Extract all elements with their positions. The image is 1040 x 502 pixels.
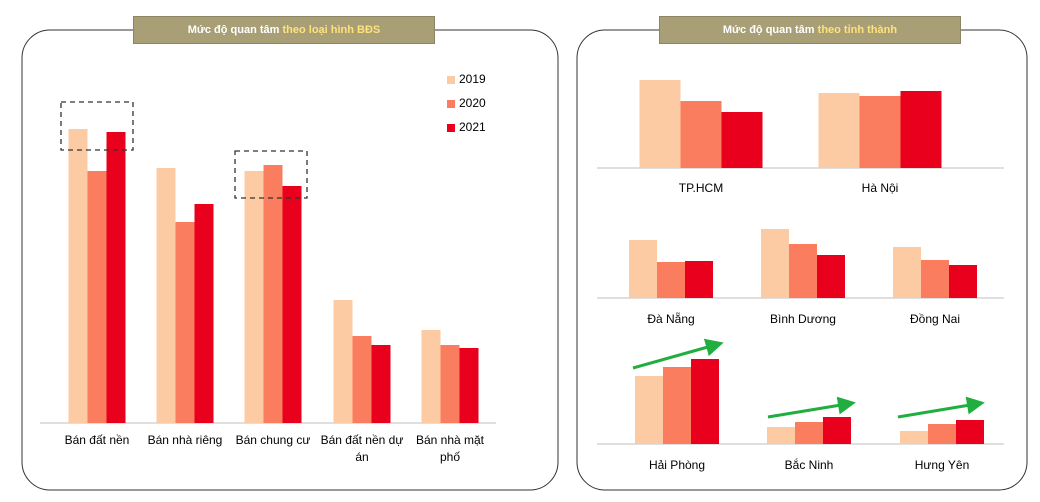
bar	[817, 255, 845, 298]
bar	[635, 376, 663, 444]
legend-label: 2021	[459, 120, 486, 134]
x-tick-label: Bắc Ninh	[784, 458, 834, 472]
bar	[795, 422, 823, 444]
highlight-box	[60, 101, 134, 151]
x-tick-label: Bình Dương	[770, 312, 836, 326]
x-tick-label: Đà Nẵng	[647, 312, 695, 326]
bar	[949, 265, 977, 298]
x-tick-label: Bán nhà riêng	[147, 433, 223, 447]
x-tick-label: Bán chung cư	[235, 433, 311, 447]
x-tick-label: Bán nhà mặt phố	[415, 433, 485, 464]
bar	[333, 300, 353, 423]
title: Mức độ quan tâm	[187, 24, 280, 36]
bar	[629, 240, 657, 298]
bar	[928, 424, 956, 444]
bar	[87, 171, 107, 423]
bar	[244, 171, 264, 423]
title: Mức độ quan tâm	[722, 24, 815, 36]
bar	[691, 359, 719, 444]
legend-swatch	[447, 124, 455, 132]
bar	[263, 165, 283, 423]
title-tab: Mức độ quan tâm theo loại hình BĐS	[133, 16, 435, 44]
bar	[680, 101, 722, 168]
bar	[685, 261, 713, 298]
bar	[818, 93, 860, 168]
bar	[789, 244, 817, 298]
bar	[639, 80, 681, 168]
trend-arrow	[897, 396, 985, 419]
bar	[663, 367, 691, 444]
trend-arrow	[632, 338, 724, 370]
x-tick-label: Hà Nội	[861, 181, 899, 195]
highlight-box	[234, 150, 308, 199]
legend-label: 2020	[459, 96, 486, 110]
bar	[900, 91, 942, 168]
x-tick-label: Hải Phòng	[648, 458, 706, 472]
bar	[893, 247, 921, 298]
legend-swatch	[447, 100, 455, 108]
bar	[68, 129, 88, 423]
bar	[282, 186, 302, 423]
legend-swatch	[447, 76, 455, 84]
title-tab: Mức độ quan tâm theo tỉnh thành	[659, 16, 961, 44]
bar	[459, 348, 479, 423]
bar	[106, 132, 126, 423]
legend-label: 2019	[459, 72, 486, 86]
bar	[371, 345, 391, 423]
x-tick-label: Bán đất nền	[64, 433, 130, 447]
title-highlight: theo tỉnh thành	[817, 24, 898, 36]
x-tick-label: TP.HCM	[678, 181, 724, 195]
bar	[761, 229, 789, 298]
bar	[156, 168, 176, 423]
bar	[194, 204, 214, 423]
title-highlight: theo loại hình BĐS	[282, 24, 381, 36]
x-tick-label: Đồng Nai	[909, 312, 961, 326]
bar	[175, 222, 195, 423]
bar	[421, 330, 441, 423]
bar	[921, 260, 949, 298]
bar	[767, 427, 795, 444]
bar	[900, 431, 928, 444]
bar	[823, 417, 851, 444]
trend-arrow	[767, 396, 856, 419]
x-tick-label: Bán đất nền dự án	[320, 433, 404, 464]
x-tick-label: Hưng Yên	[914, 458, 970, 472]
bar	[956, 420, 984, 444]
bar	[352, 336, 372, 423]
bar	[657, 262, 685, 298]
bar	[721, 112, 763, 168]
bar	[859, 96, 901, 168]
bar	[440, 345, 460, 423]
